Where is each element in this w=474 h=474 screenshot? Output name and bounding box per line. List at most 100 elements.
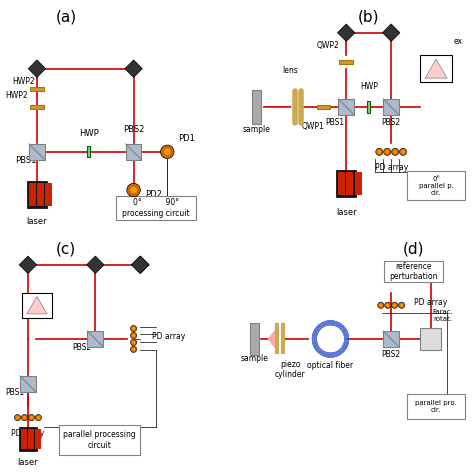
Text: PBS2: PBS2 [123, 125, 144, 134]
Text: HWP2: HWP2 [12, 77, 35, 86]
Text: PD array: PD array [374, 163, 408, 172]
Circle shape [384, 302, 391, 309]
Text: Farac.
rotat.: Farac. rotat. [432, 309, 453, 322]
FancyBboxPatch shape [336, 170, 356, 197]
Text: (b): (b) [358, 9, 380, 25]
FancyBboxPatch shape [367, 101, 371, 112]
Circle shape [383, 148, 391, 155]
Circle shape [378, 302, 384, 309]
Text: PBS2: PBS2 [382, 118, 401, 127]
Text: HWP: HWP [79, 129, 99, 138]
Circle shape [130, 339, 137, 346]
Circle shape [23, 416, 26, 419]
Circle shape [400, 304, 403, 307]
FancyBboxPatch shape [19, 427, 37, 451]
FancyBboxPatch shape [88, 331, 103, 347]
FancyBboxPatch shape [338, 172, 345, 194]
Text: QWP1: QWP1 [301, 122, 324, 131]
Circle shape [130, 326, 137, 332]
Polygon shape [27, 297, 47, 314]
FancyBboxPatch shape [35, 429, 41, 449]
FancyBboxPatch shape [407, 171, 465, 200]
FancyBboxPatch shape [21, 429, 27, 449]
FancyBboxPatch shape [22, 293, 52, 318]
Polygon shape [28, 60, 46, 77]
Text: HWP2: HWP2 [5, 91, 28, 100]
FancyBboxPatch shape [355, 172, 362, 194]
Circle shape [132, 327, 135, 330]
Circle shape [400, 148, 407, 155]
Text: (d): (d) [403, 242, 424, 256]
Circle shape [161, 145, 174, 159]
Text: laser: laser [336, 208, 356, 217]
Text: PBS1: PBS1 [5, 388, 24, 397]
FancyBboxPatch shape [27, 181, 47, 208]
FancyBboxPatch shape [383, 99, 399, 115]
Text: PD array: PD array [414, 298, 447, 307]
Text: HWP: HWP [360, 82, 378, 91]
Circle shape [376, 148, 383, 155]
FancyBboxPatch shape [29, 144, 45, 160]
Circle shape [386, 304, 389, 307]
Text: 0°
parallel p.
cir.: 0° parallel p. cir. [419, 175, 454, 196]
FancyBboxPatch shape [383, 331, 399, 347]
FancyBboxPatch shape [28, 183, 36, 206]
Text: laser: laser [27, 217, 47, 226]
FancyBboxPatch shape [346, 172, 354, 194]
Circle shape [30, 416, 33, 419]
Text: PD array: PD array [11, 428, 45, 438]
Text: PD2: PD2 [145, 190, 162, 199]
Polygon shape [425, 59, 447, 78]
Text: sample: sample [242, 125, 270, 134]
FancyBboxPatch shape [339, 60, 353, 64]
Polygon shape [383, 24, 400, 41]
Text: PD1: PD1 [179, 134, 195, 143]
Text: PBS1: PBS1 [15, 156, 36, 165]
Circle shape [392, 148, 399, 155]
Polygon shape [132, 256, 149, 273]
FancyBboxPatch shape [384, 262, 443, 282]
Circle shape [130, 346, 137, 353]
Circle shape [132, 348, 135, 351]
FancyBboxPatch shape [37, 183, 44, 206]
Circle shape [21, 414, 27, 421]
Text: parallel processing
circuit: parallel processing circuit [64, 430, 136, 450]
Circle shape [399, 302, 405, 309]
FancyBboxPatch shape [28, 429, 34, 449]
Circle shape [14, 414, 21, 421]
Text: laser: laser [18, 458, 38, 467]
Text: piezo
cylinder: piezo cylinder [274, 360, 305, 379]
Polygon shape [87, 256, 104, 273]
FancyBboxPatch shape [45, 183, 53, 206]
Text: optical fiber: optical fiber [308, 361, 354, 370]
FancyBboxPatch shape [407, 394, 465, 419]
Text: (a): (a) [55, 9, 77, 25]
Text: PD array: PD array [152, 332, 185, 341]
Polygon shape [267, 328, 276, 350]
Text: (c): (c) [56, 242, 76, 256]
Circle shape [127, 183, 140, 197]
Circle shape [37, 416, 40, 419]
Polygon shape [19, 256, 36, 273]
Circle shape [401, 150, 405, 154]
Circle shape [164, 148, 171, 155]
FancyBboxPatch shape [126, 144, 141, 160]
FancyBboxPatch shape [338, 99, 354, 115]
Polygon shape [132, 256, 149, 273]
Circle shape [385, 150, 389, 154]
FancyBboxPatch shape [116, 196, 197, 220]
Text: sample: sample [240, 355, 268, 364]
Circle shape [16, 416, 19, 419]
FancyBboxPatch shape [87, 146, 91, 157]
Text: PBS1: PBS1 [326, 118, 345, 127]
Polygon shape [337, 24, 355, 41]
Circle shape [392, 302, 398, 309]
Text: QWP2: QWP2 [317, 41, 340, 50]
Text: 0°          90°
processing circuit: 0° 90° processing circuit [122, 198, 190, 218]
Text: lens: lens [282, 66, 298, 75]
Text: ex: ex [454, 37, 463, 46]
Circle shape [379, 304, 383, 307]
Text: parallel pro.
cir.: parallel pro. cir. [415, 400, 457, 413]
FancyBboxPatch shape [59, 426, 140, 455]
Circle shape [28, 414, 35, 421]
